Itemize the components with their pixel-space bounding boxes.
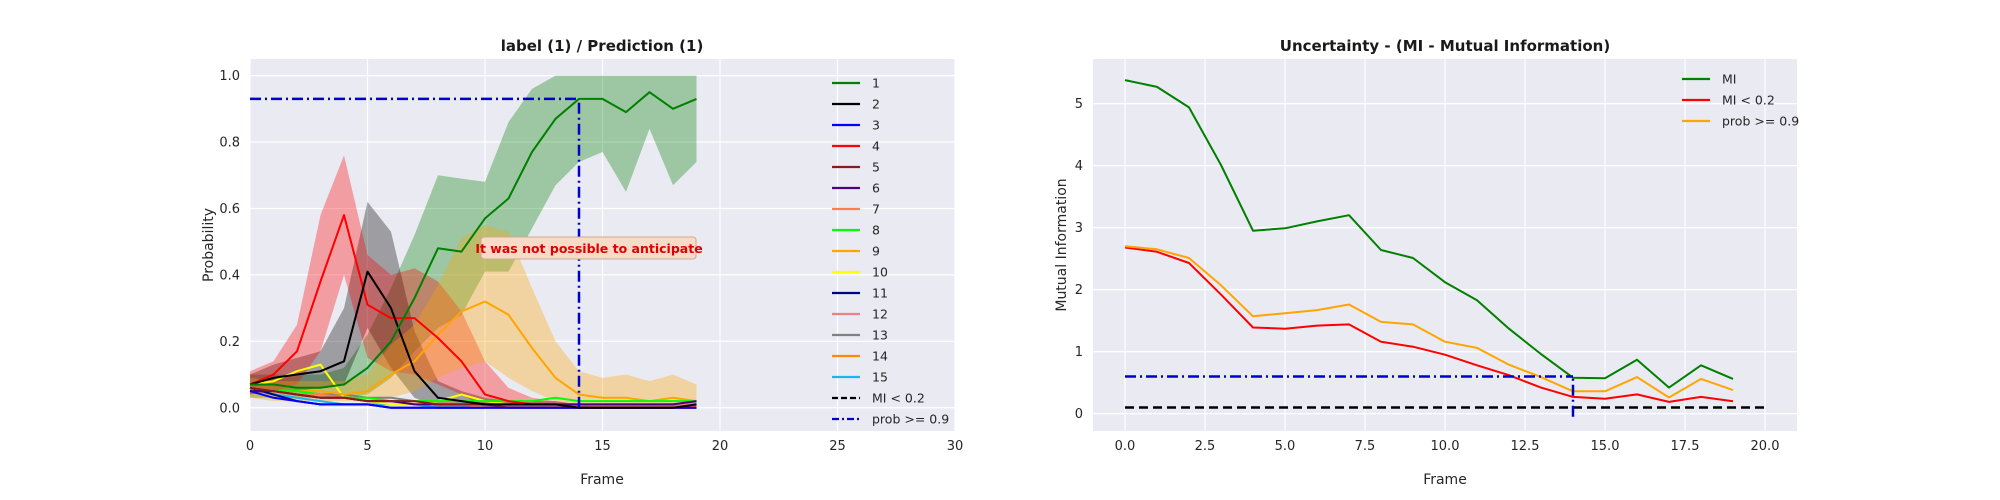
tick-labels: 0 5 10 15 20 25 300.00.20.40.60.81.0 <box>219 69 963 454</box>
series-prob-0-9-line <box>1124 245 1734 399</box>
x-tick-label: 12.5 <box>1511 439 1540 454</box>
series-2-band <box>250 201 697 408</box>
legend-label: prob >= 0.9 <box>872 412 949 427</box>
y-tick-label: 1 <box>1075 345 1083 360</box>
legend-label: MI < 0.2 <box>1722 93 1775 108</box>
y-tick-label: 0.4 <box>219 268 240 283</box>
x-tick-label: 15.0 <box>1591 439 1620 454</box>
y-tick-label: 1.0 <box>219 69 240 84</box>
series-lines <box>249 91 697 409</box>
chart-title: label (1) / Prediction (1) <box>501 37 704 55</box>
x-tick-label: 5 <box>363 439 371 454</box>
y-tick-label: 0.8 <box>219 136 240 151</box>
legend-label: 3 <box>872 118 880 133</box>
series-2-line <box>249 270 697 409</box>
legend-label: MI <box>1722 72 1736 87</box>
x-tick-label: 10.0 <box>1431 439 1460 454</box>
x-tick-label: 25 <box>829 439 846 454</box>
y-tick-label: 5 <box>1075 97 1083 112</box>
series-1-line <box>250 91 697 389</box>
legend-label: 10 <box>872 265 888 280</box>
x-tick-label: 30 <box>947 439 964 454</box>
x-tick-label: 10 <box>477 439 494 454</box>
legend-label: 8 <box>872 223 880 238</box>
x-tick-label: 0 <box>246 439 254 454</box>
legend-label: 12 <box>872 307 888 322</box>
x-tick-label: 7.5 <box>1355 439 1376 454</box>
legend-label: 5 <box>872 160 880 175</box>
series-mi-line <box>1124 79 1734 389</box>
y-tick-label: 0 <box>1075 407 1083 422</box>
x-axis-label: Frame <box>580 472 624 488</box>
legend-label: MI < 0.2 <box>872 391 925 406</box>
series-9-band <box>250 225 697 408</box>
legend-label: 4 <box>872 139 880 154</box>
legend-label: 2 <box>872 97 880 112</box>
y-axis-label: Probability <box>201 208 217 282</box>
chart-title: Uncertainty - (MI - Mutual Information) <box>1280 37 1610 55</box>
y-tick-label: 0.2 <box>219 335 240 350</box>
series-4-band <box>250 155 697 408</box>
legend: MI MI < 0.2 prob >= 0.9 <box>1682 72 1799 129</box>
y-tick-label: 0.0 <box>219 401 240 416</box>
y-tick-label: 2 <box>1075 283 1083 298</box>
y-tick-label: 0.6 <box>219 202 240 217</box>
legend-label: 1 <box>872 76 880 91</box>
y-tick-label: 3 <box>1075 221 1083 236</box>
tick-labels: 0.0 2.5 5.0 7.5 10.0 12.5 15.0 17.5 20.0 0 1 2 3 4 5 <box>1075 97 1780 454</box>
series-lines <box>1124 79 1734 403</box>
series-mi-0-2-line <box>1124 246 1734 403</box>
y-axis-label: Mutual Information <box>1054 178 1070 311</box>
probability-panel: 0 5 10 15 20 25 300.00.20.40.60.81.0 label (1)… <box>201 37 963 488</box>
x-tick-label: 17.5 <box>1671 439 1700 454</box>
x-tick-label: 5.0 <box>1275 439 1296 454</box>
x-tick-label: 20 <box>712 439 729 454</box>
annotation: It was not possible to anticipate <box>475 236 703 260</box>
annotation-text: It was not possible to anticipate <box>475 241 702 256</box>
annotation-box <box>480 236 697 260</box>
legend-label: 9 <box>872 244 880 259</box>
gridlines <box>1093 59 1797 431</box>
legend-label: 15 <box>872 370 888 385</box>
uncertainty-panel: 0.0 2.5 5.0 7.5 10.0 12.5 15.0 17.5 20.0 0 1 2 3 4 5 U… <box>1054 37 1799 488</box>
series-9-line <box>249 300 697 403</box>
x-tick-label: 0.0 <box>1115 439 1136 454</box>
legend-label: 7 <box>872 202 880 217</box>
legend-label: 6 <box>872 181 880 196</box>
x-tick-label: 15 <box>594 439 611 454</box>
legend-label: 11 <box>872 286 888 301</box>
y-tick-label: 4 <box>1075 159 1083 174</box>
reference-lines <box>1125 375 1765 417</box>
x-axis-label: Frame <box>1423 472 1467 488</box>
x-tick-label: 2.5 <box>1195 439 1216 454</box>
legend-label: prob >= 0.9 <box>1722 114 1799 129</box>
x-tick-label: 20.0 <box>1751 439 1780 454</box>
legend-label: 14 <box>872 349 888 364</box>
legend-label: 13 <box>872 328 888 343</box>
